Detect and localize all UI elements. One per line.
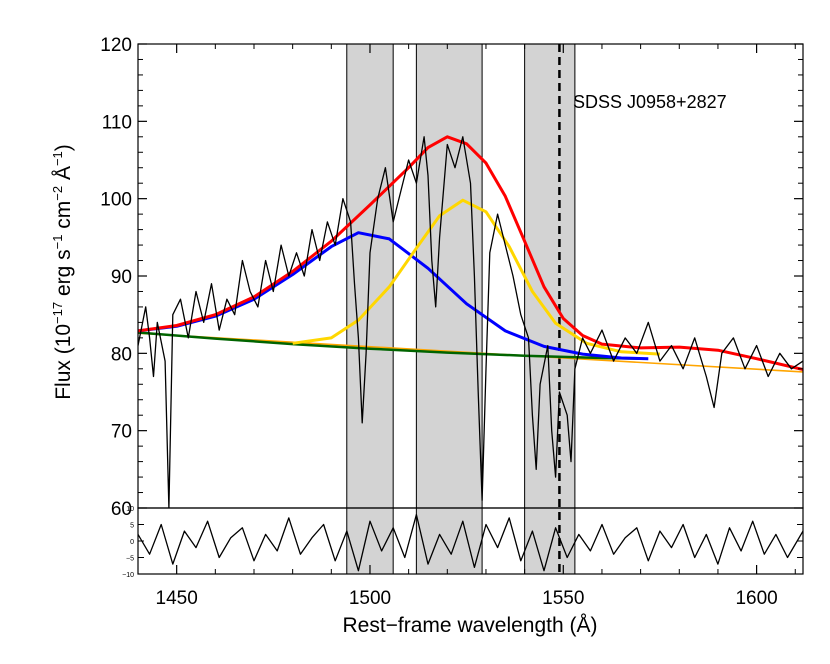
total-fit-line [138, 135, 803, 372]
y-tick-label: 90 [111, 267, 132, 288]
x-tick-label: 1450 [156, 588, 198, 609]
yellow-component-line [292, 198, 660, 356]
y-tick-label: 70 [111, 422, 132, 443]
residual-tick-label: −10 [122, 572, 134, 579]
residual-tick-label: −5 [126, 556, 134, 563]
x-axis-label: Rest−frame wavelength (Å) [342, 614, 597, 637]
y-tick-label: 80 [111, 344, 132, 365]
masked-region-2 [415, 43, 483, 575]
ticks-layer: 1450 1500 1550 1600 60 70 80 90 100 110 120 −10 −5 0 5… [100, 35, 803, 609]
residual-tick-label: 10 [126, 506, 134, 513]
x-tick-label: 1550 [542, 588, 584, 609]
continuum-fit-line [138, 331, 641, 360]
y-axis-label: Flux (10−17 erg s−1 cm−2 Å−1) [50, 144, 75, 400]
object-label: SDSS J0958+2827 [573, 92, 727, 112]
observed-spectrum-line [138, 136, 803, 508]
blue-component-line [138, 231, 649, 361]
masked-regions [346, 43, 576, 575]
x-tick-label: 1600 [735, 588, 777, 609]
residuals-line [138, 513, 803, 572]
y-tick-label: 120 [100, 35, 132, 56]
y-tick-label: 110 [102, 112, 132, 133]
y-tick-label: 60 [111, 499, 132, 520]
residual-tick-label: 0 [130, 539, 134, 546]
x-tick-label: 1500 [349, 588, 391, 609]
masked-region-3 [524, 43, 576, 575]
series-layer [138, 135, 803, 572]
y-tick-label: 100 [100, 190, 132, 211]
residual-tick-label: 5 [130, 523, 134, 530]
